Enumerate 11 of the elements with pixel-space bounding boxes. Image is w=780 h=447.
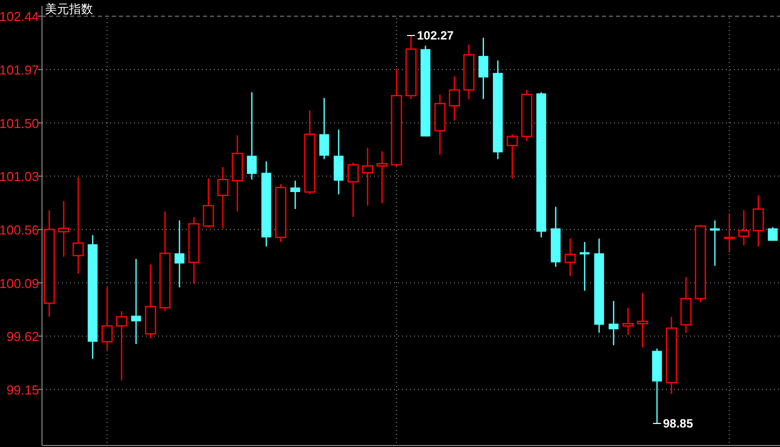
y-tick-label: 102.44 xyxy=(0,9,39,24)
annotation: 102.27 xyxy=(417,28,454,42)
y-tick-label: 100.56 xyxy=(0,222,39,238)
y-tick-label: 100.09 xyxy=(0,276,39,291)
y-tick-label: 99.15 xyxy=(6,382,39,398)
y-tick-label: 99.62 xyxy=(6,329,39,344)
y-tick-label: 101.03 xyxy=(0,169,39,184)
y-tick-label: 101.50 xyxy=(0,116,39,131)
y-tick-label: 101.97 xyxy=(0,62,39,78)
chart-title: 美元指数 xyxy=(45,2,93,16)
annotation: 98.85 xyxy=(663,416,694,430)
